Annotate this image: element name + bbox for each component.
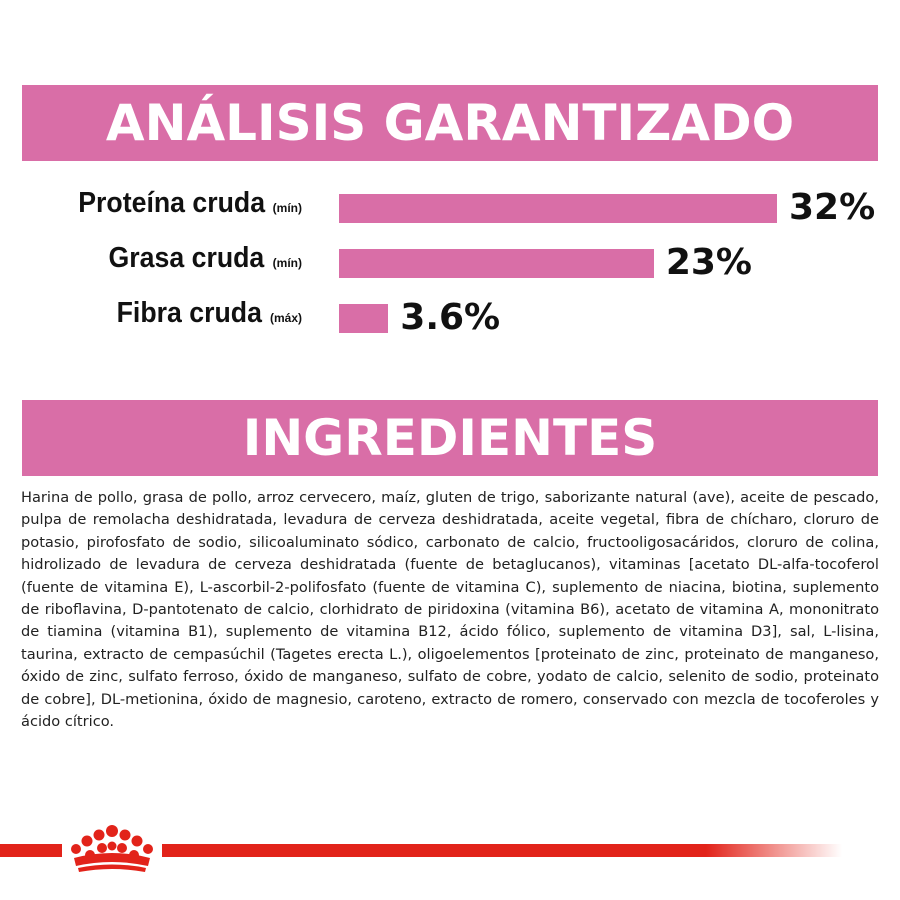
nutrient-value: 3.6% [400, 297, 501, 338]
analysis-label: Proteína cruda (mín) [62, 183, 302, 233]
ingredients-banner: INGREDIENTES [22, 400, 878, 476]
nutrient-name: Fibra cruda [116, 297, 262, 329]
footer-red-line-right [162, 844, 842, 857]
footer-red-line-left [0, 844, 62, 857]
nutrient-value: 32% [789, 187, 876, 228]
nutrient-qualifier: (mín) [272, 201, 302, 215]
nutrient-bar [339, 304, 389, 333]
nutrient-qualifier: (máx) [269, 311, 302, 325]
nutrient-qualifier: (mín) [272, 256, 302, 270]
crown-logo-icon [71, 825, 153, 872]
nutrient-value: 23% [665, 242, 752, 283]
nutrient-bar [339, 249, 654, 278]
nutrient-name: Proteína cruda [77, 187, 265, 219]
analysis-row-fat: Grasa cruda (mín) 23% [0, 238, 900, 288]
nutrient-bar [339, 194, 777, 223]
analysis-row-protein: Proteína cruda (mín) 32% [0, 183, 900, 233]
analysis-label: Grasa cruda (mín) [95, 238, 302, 288]
ingredients-title: INGREDIENTES [242, 409, 658, 467]
analysis-row-fiber: Fibra cruda (máx) 3.6% [0, 293, 900, 343]
nutrient-name: Grasa cruda [108, 242, 265, 274]
analysis-banner: ANÁLISIS GARANTIZADO [22, 85, 878, 161]
analysis-section: Proteína cruda (mín) 32% Grasa cruda (mí… [0, 0, 900, 400]
analysis-label: Fibra cruda (máx) [104, 293, 302, 343]
analysis-title: ANÁLISIS GARANTIZADO [105, 94, 795, 152]
ingredients-text: Harina de pollo, grasa de pollo, arroz c… [21, 489, 879, 731]
